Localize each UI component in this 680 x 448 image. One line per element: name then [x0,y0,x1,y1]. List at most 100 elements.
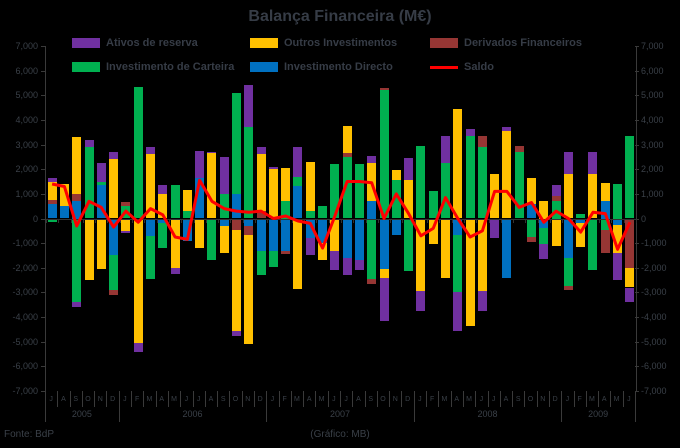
bar-segment [625,267,635,288]
month-label: J [479,396,484,403]
bar-segment [195,177,205,219]
bar-segment [576,213,586,219]
bar-segment [502,131,512,219]
category-tick [353,219,355,223]
month-label: J [184,396,189,403]
bar-segment [72,201,82,219]
bar-segment [613,218,623,225]
bar-segment [244,127,254,219]
bar-segment [502,218,512,278]
bar-segment [416,291,426,311]
category-tick [328,219,330,223]
bar-segment [170,185,180,219]
month-label: F [135,396,140,403]
y-tick-label-left: 3,000 [15,139,38,150]
bar-segment [527,218,537,237]
category-tick [414,219,416,223]
month-label: J [627,396,631,403]
month-separator [106,391,108,407]
month-label: A [208,396,214,403]
y-tick-label-right: -2,000 [641,262,667,273]
y-tick-mark [41,292,45,294]
month-separator [364,391,366,407]
bar-segment [600,182,610,202]
directo-swatch-icon [250,62,278,72]
category-tick [119,219,121,223]
bar-segment [72,137,82,194]
category-tick [341,219,342,223]
category-tick [230,219,232,223]
year-separator [266,391,268,422]
category-tick [46,219,47,223]
bar-segment [391,170,401,181]
category-tick [193,219,195,223]
month-label: A [601,396,607,403]
y-tick-mark [41,46,45,47]
bar-segment [551,185,561,197]
year-separator [635,391,636,422]
bar-segment [453,234,463,293]
month-separator [573,391,575,407]
month-label: A [61,396,66,403]
category-tick [439,219,441,223]
bar-segment [625,135,635,219]
bar-segment [244,218,254,226]
bar-segment [84,139,94,148]
month-separator [401,391,403,407]
y-tick-label-right: 2,000 [641,164,664,175]
bar-segment [109,151,119,160]
y-tick-label-left: -6,000 [12,361,38,372]
bar-segment [121,230,131,234]
bar-segment [293,147,303,177]
bar-segment [182,190,192,212]
month-label: F [282,396,287,403]
y-tick-label-right: -5,000 [641,336,667,347]
category-tick [549,219,551,223]
y-tick-label-left: -4,000 [12,312,38,323]
month-label: J [332,396,336,403]
bar-segment [600,229,610,253]
bar-segment [281,250,291,255]
derivados-swatch-icon [430,38,458,48]
month-label: A [454,396,460,403]
bar-segment [268,166,278,170]
bar-segment [170,218,180,268]
bar-segment [563,257,573,287]
month-separator [290,391,292,407]
bar-segment [256,250,266,276]
bar-segment [477,291,487,311]
category-tick [267,219,269,223]
month-separator [438,391,440,407]
month-label: O [380,396,386,403]
category-tick [513,219,515,223]
month-label: A [503,396,509,403]
month-label: O [232,396,239,403]
bar-segment [379,269,389,278]
y-tick-label-right: -3,000 [641,287,667,298]
month-separator [204,391,206,407]
category-tick [463,219,465,223]
bar-segment [232,193,242,219]
y-tick-label-right: 1,000 [641,188,664,199]
outros-swatch-icon [250,38,278,48]
category-tick [254,219,256,223]
y-tick-mark [41,341,45,343]
month-separator [81,391,83,407]
month-label: A [306,396,312,403]
month-label: N [97,396,103,403]
category-tick [291,219,293,223]
legend-item-derivados: Derivados Financeiros [430,36,582,50]
category-tick [611,219,613,223]
bar-segment [47,200,57,204]
bar-segment [72,218,82,303]
y-tick-label-left: 6,000 [15,65,38,76]
bar-segment [281,201,291,219]
y-tick-mark [635,218,639,220]
bar-segment [59,184,69,207]
legend-item-ativos: Ativos de reserva [72,36,198,50]
bar-segment [453,292,463,331]
bar-segment [293,218,303,289]
bar-segment [477,147,487,219]
month-label: D [257,396,263,403]
